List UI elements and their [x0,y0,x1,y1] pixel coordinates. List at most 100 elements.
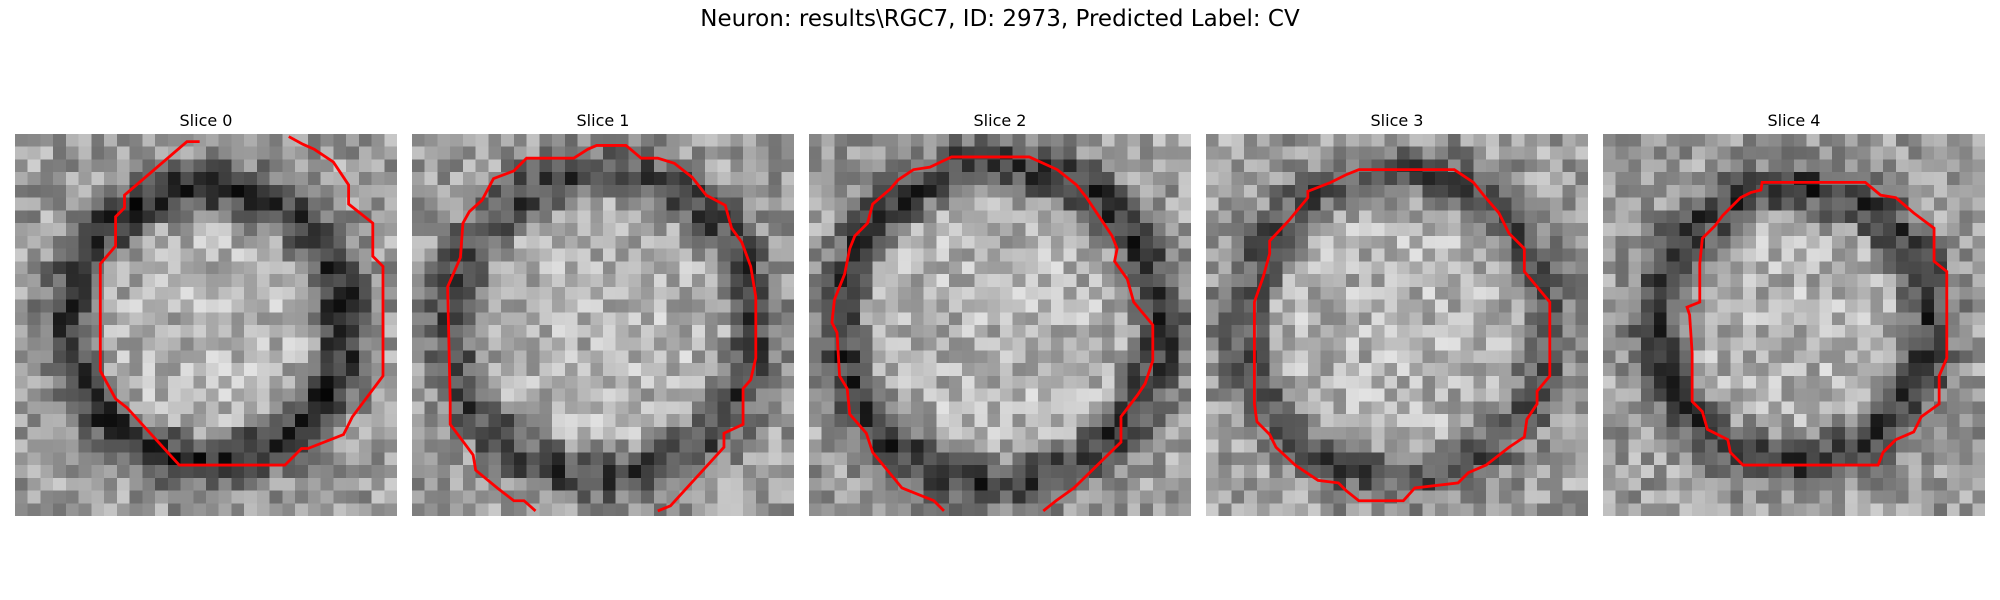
pixel [1025,465,1039,479]
pixel [269,439,283,453]
pixel [1908,465,1922,479]
pixel [450,490,464,504]
pixel [358,312,372,326]
pixel [513,452,527,466]
pixel [412,363,425,377]
pixel [923,325,937,338]
pixel [1781,235,1795,249]
pixel [1653,197,1667,211]
pixel [1244,274,1258,288]
pixel [1320,274,1334,288]
slice-contour-1 [446,144,758,513]
pixel [167,414,181,428]
pixel [244,325,258,338]
pixel [1921,465,1935,479]
pixel [1641,337,1655,351]
pixel [65,363,79,377]
pixel [1295,235,1309,249]
pixel [167,337,181,351]
pixel [1460,261,1474,275]
pixel [1615,210,1629,224]
pixel [679,439,693,453]
pixel [1524,134,1538,147]
pixel [1832,414,1846,428]
pixel [1256,299,1270,313]
pixel [743,223,757,237]
pixel [653,146,667,160]
pixel [1025,426,1039,440]
pixel [1972,337,1985,351]
pixel [1946,134,1960,147]
pixel [564,337,578,351]
pixel [1603,299,1616,313]
pixel [129,477,143,491]
pixel [641,235,655,249]
pixel [1127,312,1141,326]
pixel [885,490,899,504]
pixel [743,477,757,491]
pixel [768,401,782,415]
pixel [1666,363,1680,377]
pixel [717,159,731,173]
pixel [1730,363,1744,377]
pixel [475,503,489,516]
pixel [781,426,794,440]
pixel [167,477,181,491]
pixel [1358,388,1372,402]
pixel [809,312,822,326]
pixel [1794,439,1807,453]
pixel [666,325,680,338]
pixel [244,375,258,389]
pixel [1653,299,1667,313]
pixel [1025,286,1039,300]
pixel [1460,477,1474,491]
pixel [1832,223,1846,237]
pixel [1371,274,1385,288]
pixel [1269,325,1283,338]
pixel [1231,426,1245,440]
pixel [1333,490,1347,504]
pixel [501,452,515,466]
pixel [1320,159,1334,173]
pixel [1165,146,1179,160]
pixel [539,439,553,453]
pixel [1895,248,1909,262]
pixel [1666,235,1680,249]
pixel [142,235,156,249]
pixel [269,363,283,377]
pixel [1038,401,1052,415]
pixel [936,210,950,224]
pixel [743,299,757,313]
pixel [1025,452,1039,466]
pixel [1857,426,1871,440]
pixel [1038,388,1052,402]
pixel [1486,210,1500,224]
pixel [539,477,553,491]
pixel [898,325,912,338]
pixel [513,299,527,313]
pixel [307,503,321,516]
pixel [1730,235,1744,249]
pixel [1320,286,1334,300]
pixel [1562,299,1576,313]
pixel [590,426,604,440]
pixel [1692,388,1706,402]
pixel [307,184,321,198]
pixel [1717,184,1731,198]
pixel [1806,375,1820,389]
pixel [193,312,207,326]
pixel [40,172,54,186]
pixel [539,172,553,186]
pixel [679,274,693,288]
pixel [450,210,464,224]
pixel [295,274,309,288]
pixel [1038,312,1052,326]
pixel [1307,210,1321,224]
pixel [412,426,425,440]
pixel [1063,261,1077,275]
pixel [834,439,848,453]
pixel [1692,503,1706,516]
pixel [1231,465,1245,479]
pixel [244,235,258,249]
pixel [1178,477,1191,491]
